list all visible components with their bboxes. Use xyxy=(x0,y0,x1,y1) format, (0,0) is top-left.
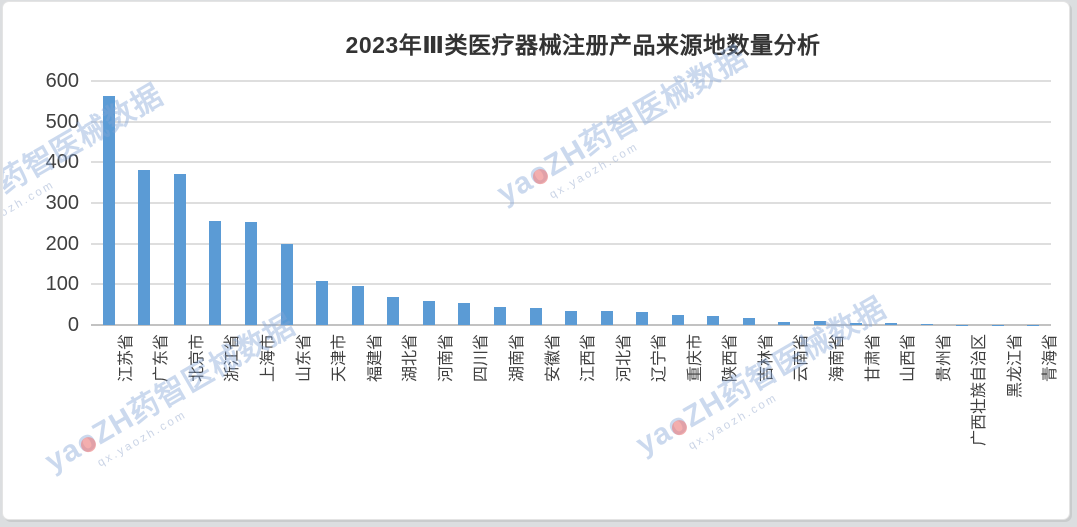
bar-slot: 湖南省 xyxy=(482,81,526,382)
bar-slot: 北京市 xyxy=(162,81,206,382)
bar xyxy=(493,307,506,325)
gridline xyxy=(91,80,1051,82)
x-axis-label: 甘肃省 xyxy=(864,334,882,383)
bar-slot: 浙江省 xyxy=(198,81,241,382)
x-axis-label: 云南省 xyxy=(793,334,811,383)
bar xyxy=(138,170,151,325)
x-axis-label: 吉林省 xyxy=(757,334,775,383)
gridline xyxy=(91,202,1051,204)
bar-slot: 陕西省 xyxy=(696,81,739,382)
chart-card: 2023年Ⅲ类医疗器械注册产品来源地数量分析 600 500 400 300 200 10… xyxy=(2,1,1070,520)
x-axis-label: 江苏省 xyxy=(117,334,135,383)
x-axis-label: 四川省 xyxy=(473,334,491,383)
y-tick-label: 300 xyxy=(45,192,79,214)
x-axis-label: 海南省 xyxy=(829,334,847,383)
x-axis-label: 辽宁省 xyxy=(651,334,669,383)
bar-slot: 江西省 xyxy=(553,81,597,382)
bar-slot: 贵州省 xyxy=(909,81,953,382)
bar xyxy=(316,280,329,325)
plot-area: 江苏省 广东省 北京市 浙江省 上海市 山东省 天津市 福建省 湖北省 河南省 四川省 湖南省 安徽省江… xyxy=(91,80,1059,446)
x-axis-label: 广西壮族自治区 xyxy=(971,334,989,447)
bar xyxy=(849,322,862,325)
bar xyxy=(565,310,578,325)
watermark-text: ya xyxy=(39,432,87,479)
x-axis-label: 黑龙江省 xyxy=(1006,334,1024,399)
x-axis-label: 广东省 xyxy=(153,334,171,383)
bar xyxy=(102,96,115,325)
bar-slot: 青海省 xyxy=(1016,81,1059,382)
bar xyxy=(600,310,613,325)
x-axis-label: 湖南省 xyxy=(508,334,526,383)
bar-slot: 重庆市 xyxy=(660,81,704,382)
bar-slot: 吉林省 xyxy=(731,81,775,382)
bar xyxy=(814,321,827,325)
x-axis-label: 福建省 xyxy=(366,334,384,383)
x-axis-label: 河北省 xyxy=(615,334,633,383)
x-axis-label: 青海省 xyxy=(1042,334,1060,383)
x-axis-label: 安徽省 xyxy=(544,334,562,383)
y-tick-label: 600 xyxy=(45,70,79,92)
bar-slot: 福建省 xyxy=(340,81,384,382)
y-tick-label: 400 xyxy=(45,151,79,174)
bar-series: 江苏省 广东省 北京市 浙江省 上海市 山东省 天津市 福建省 湖北省 河南省 四川省 湖南省 安徽省江… xyxy=(91,81,1059,446)
y-tick-label: 500 xyxy=(45,110,79,133)
gridline xyxy=(91,161,1051,164)
x-axis-label: 江西省 xyxy=(580,334,598,383)
chart-title: 2023年Ⅲ类医疗器械注册产品来源地数量分析 xyxy=(345,32,821,58)
bar xyxy=(885,323,898,325)
bar-slot: 河北省 xyxy=(589,81,633,382)
bar-slot: 甘肃省 xyxy=(838,81,882,382)
bar xyxy=(387,297,400,325)
bar xyxy=(422,300,435,325)
bar-slot: 云南省 xyxy=(767,81,810,382)
x-axis-line xyxy=(91,324,1051,326)
bar-slot: 广东省 xyxy=(127,81,170,382)
x-axis-label: 贵州省 xyxy=(935,334,953,383)
x-axis-label: 浙江省 xyxy=(224,334,242,383)
bar-slot: 辽宁省 xyxy=(624,81,668,382)
bar-slot: 广西壮族自治区 xyxy=(945,81,988,446)
x-axis-label: 重庆市 xyxy=(686,334,704,383)
x-axis-label: 天津市 xyxy=(331,334,349,383)
x-axis-label: 北京市 xyxy=(188,334,206,383)
bar xyxy=(173,173,186,325)
y-tick-label: 200 xyxy=(45,232,79,255)
x-axis-label: 陕西省 xyxy=(722,334,740,383)
bar-slot: 山东省 xyxy=(269,81,313,382)
bar xyxy=(209,220,222,325)
bar xyxy=(245,221,258,325)
x-axis-label: 湖北省 xyxy=(402,334,420,383)
bar-slot: 山西省 xyxy=(873,81,917,382)
bar xyxy=(920,324,933,325)
bar-slot: 河南省 xyxy=(411,81,455,382)
y-tick-label: 0 xyxy=(67,314,79,336)
bar-slot: 安徽省 xyxy=(518,81,562,382)
bar-slot: 上海市 xyxy=(233,81,277,382)
bar xyxy=(707,316,720,325)
bar xyxy=(280,244,293,325)
bar xyxy=(778,321,791,325)
y-tick-label: 100 xyxy=(45,273,79,296)
bar xyxy=(351,285,364,325)
bar-slot: 黑龙江省 xyxy=(980,81,1024,398)
bar xyxy=(636,312,649,325)
gridline xyxy=(91,242,1051,245)
bar xyxy=(458,302,471,325)
bar xyxy=(742,317,755,325)
x-axis-label: 上海市 xyxy=(260,334,278,383)
watermark-red-dot: o xyxy=(70,422,104,461)
bar xyxy=(529,307,542,325)
bar-slot: 天津市 xyxy=(304,81,348,382)
bar-slot: 海南省 xyxy=(802,81,846,382)
gridline xyxy=(91,283,1051,286)
x-axis-label: 河南省 xyxy=(437,334,455,383)
gridline xyxy=(91,120,1051,123)
bar-slot: 四川省 xyxy=(447,81,490,382)
x-axis-label: 山西省 xyxy=(900,334,918,383)
bar-slot: 湖北省 xyxy=(376,81,419,382)
bar xyxy=(671,315,684,325)
bar-slot: 江苏省 xyxy=(91,81,135,382)
x-axis-label: 山东省 xyxy=(295,334,313,383)
